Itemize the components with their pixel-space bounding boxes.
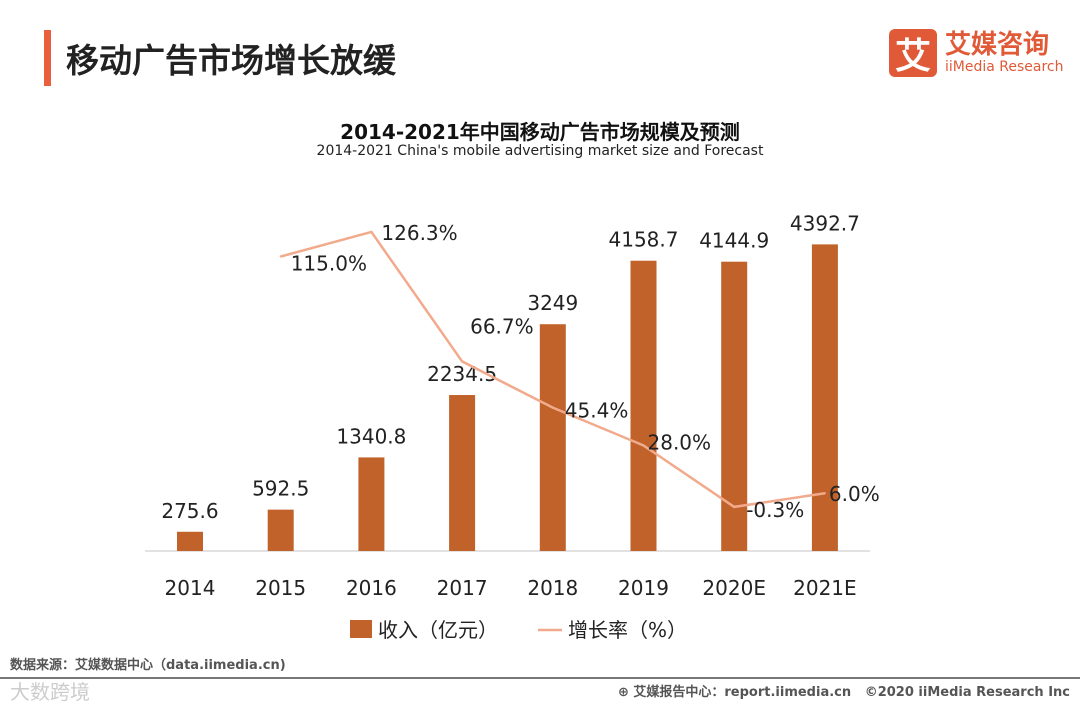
bar-label: 4392.7 xyxy=(790,211,860,235)
line-label: 28.0% xyxy=(648,430,712,454)
line-point xyxy=(733,505,736,508)
data-source: 数据来源：艾媒数据中心（data.iimedia.cn) xyxy=(10,658,286,673)
bar xyxy=(811,244,838,552)
x-tick-label: 2017 xyxy=(437,576,488,600)
watermark: 大数跨境 xyxy=(10,680,90,704)
bar xyxy=(630,260,657,551)
chart-title: 2014-2021年中国移动广告市场规模及预测 xyxy=(340,120,740,144)
line-label: 115.0% xyxy=(291,252,367,276)
x-tick-label: 2014 xyxy=(165,576,216,600)
bar-label: 3249 xyxy=(527,291,578,315)
x-tick-label: 2019 xyxy=(618,576,669,600)
line-point xyxy=(461,360,464,363)
x-tick-label: 2021E xyxy=(793,576,857,600)
line-point xyxy=(642,444,645,447)
footer-divider xyxy=(0,677,1080,679)
report-link[interactable]: 艾媒报告中心：report.iimedia.cn xyxy=(633,685,852,700)
x-tick-label: 2018 xyxy=(527,576,578,600)
bar-label: 4144.9 xyxy=(699,229,769,253)
bar-label: 592.5 xyxy=(252,477,309,501)
bar xyxy=(267,509,294,551)
x-tick-label: 2016 xyxy=(346,576,397,600)
legend-bar-swatch xyxy=(350,620,372,638)
line-label: 6.0% xyxy=(829,482,880,506)
bar-label: 275.6 xyxy=(161,499,218,523)
bar xyxy=(539,324,566,551)
line-label: 66.7% xyxy=(470,314,534,338)
bar xyxy=(177,531,203,551)
logo-name-en: iiMedia Research xyxy=(945,59,1064,75)
bar-label: 1340.8 xyxy=(336,424,406,448)
legend-line-label: 增长率（%） xyxy=(568,618,687,642)
line-label: 45.4% xyxy=(565,399,629,423)
page-title: 移动广告市场增长放缓 xyxy=(66,41,396,80)
line-point xyxy=(551,406,554,409)
footer-credit: ⊕ 艾媒报告中心：report.iimedia.cn ©2020 iiMedia… xyxy=(617,685,1070,700)
logo-mark: 艾 xyxy=(889,29,937,77)
bar xyxy=(449,395,476,551)
bar-label: 4158.7 xyxy=(609,228,679,252)
legend-bar-label: 收入（亿元） xyxy=(378,618,498,642)
line-point xyxy=(279,255,282,258)
line-label: 126.3% xyxy=(381,221,457,245)
title-accent-bar xyxy=(44,30,51,86)
line-point xyxy=(823,492,826,495)
logo: 艾 艾媒咨询 iiMedia Research xyxy=(889,29,1064,77)
line-label: -0.3% xyxy=(746,498,804,522)
bar xyxy=(358,457,385,551)
x-tick-label: 2020E xyxy=(702,576,766,600)
bar xyxy=(721,261,748,551)
x-tick-label: 2015 xyxy=(255,576,306,600)
copyright: ©2020 iiMedia Research Inc xyxy=(864,685,1070,700)
logo-name-cn: 艾媒咨询 xyxy=(945,30,1050,60)
chart-subtitle: 2014-2021 China's mobile advertising mar… xyxy=(316,143,764,159)
line-point xyxy=(370,230,373,233)
